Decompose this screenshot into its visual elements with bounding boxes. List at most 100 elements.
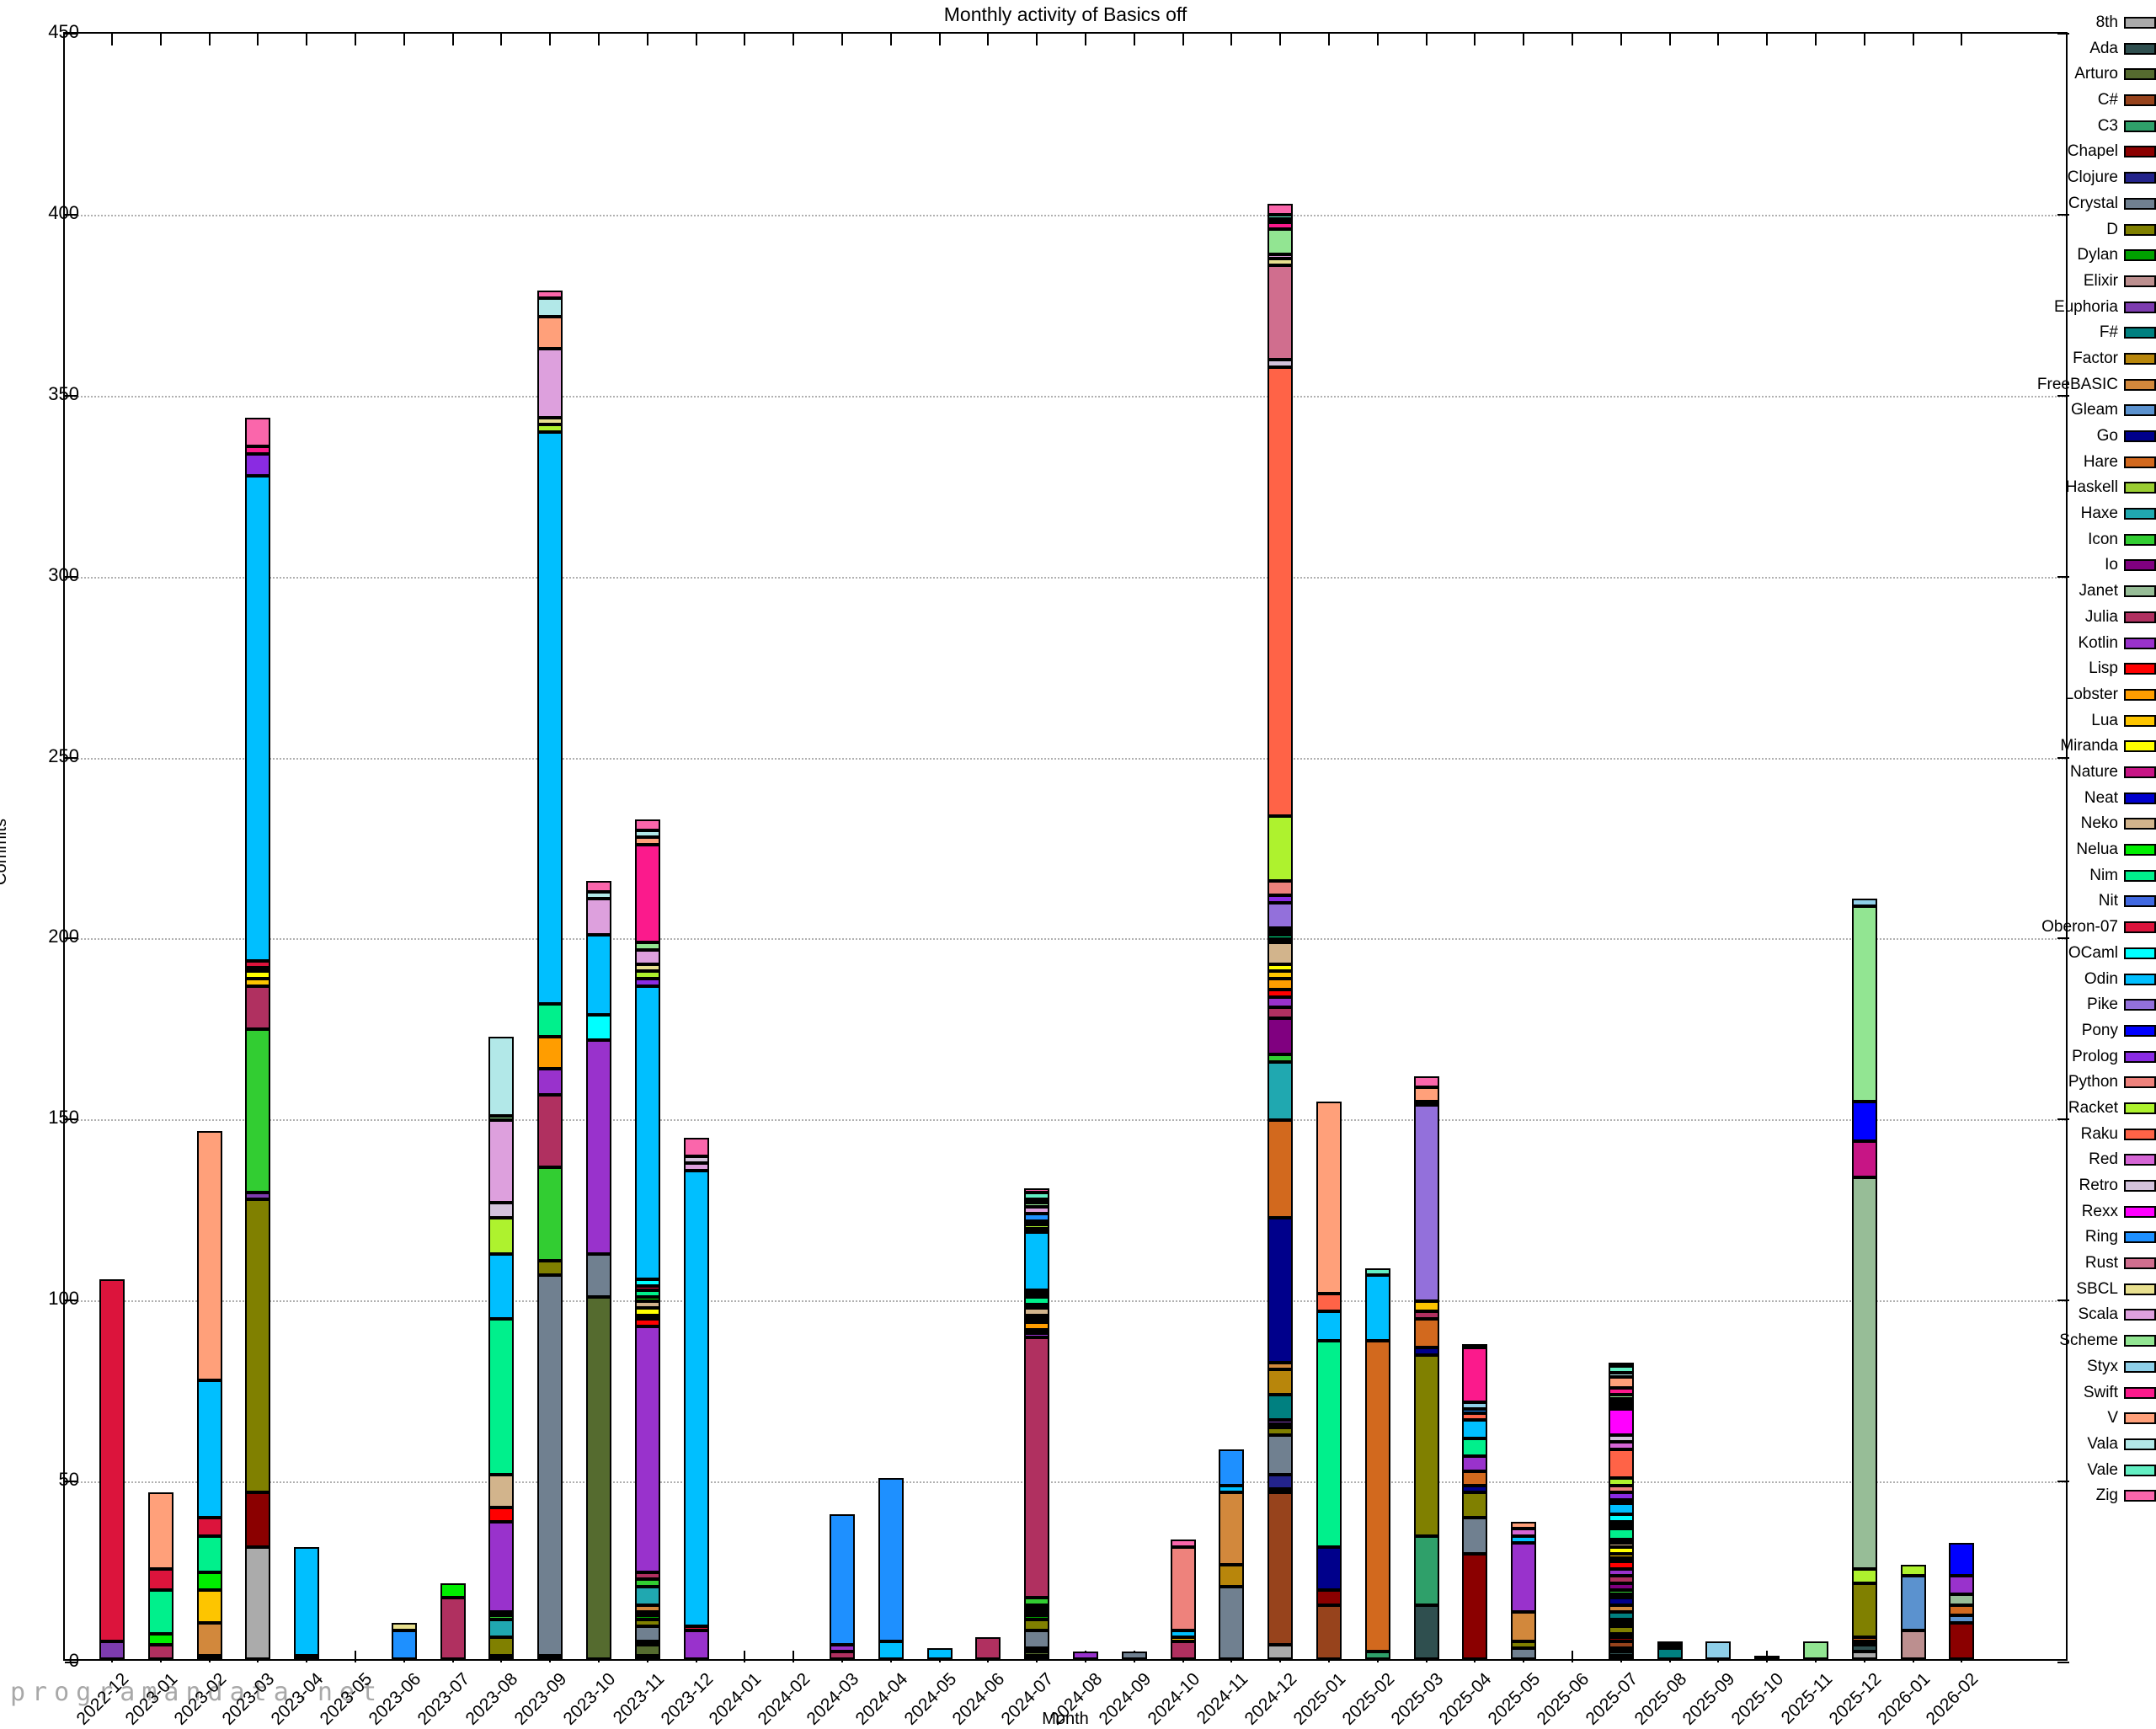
legend-label: Euphoria xyxy=(2053,297,2118,316)
bar-segment-2025-05-v xyxy=(1511,1521,1537,1529)
bar-segment-2023-08-racket xyxy=(488,1217,515,1254)
bar-segment-2023-08-icon xyxy=(488,1615,515,1620)
legend-swatch xyxy=(2124,818,2156,830)
bar-segment-2023-11-v xyxy=(634,837,660,845)
legend-item-racket: Racket xyxy=(2068,1097,2156,1119)
legend-label: Pike xyxy=(2087,995,2118,1014)
x-tick-mark xyxy=(1182,34,1184,45)
legend-swatch xyxy=(2124,94,2156,107)
bar-segment-2025-04-crystal xyxy=(1462,1518,1488,1555)
bar-segment-2025-07-zig xyxy=(1608,1362,1634,1366)
bar-segment-2024-07-racket xyxy=(1024,1225,1050,1229)
bar-segment-2024-07-julia xyxy=(1024,1337,1050,1598)
bar-segment-2025-04-chapel xyxy=(1462,1554,1488,1659)
y-tick-label: 400 xyxy=(48,201,79,223)
y-tick-label: 300 xyxy=(48,563,79,585)
x-tick-mark xyxy=(1912,34,1914,45)
bar-segment-2023-11-8th xyxy=(634,1655,660,1659)
x-tick-mark xyxy=(1620,34,1622,45)
bar-segment-2023-11-dylan xyxy=(634,1615,660,1620)
y-tick-label: 350 xyxy=(48,382,79,404)
bar-segment-2025-07-lobster xyxy=(1608,1557,1634,1561)
x-axis-title: Month xyxy=(1042,1710,1089,1728)
bar-segment-2024-12-f# xyxy=(1267,1395,1294,1421)
bar-segment-2023-12-kotlin xyxy=(683,1630,709,1659)
y-tick-mark xyxy=(2057,33,2069,35)
legend-swatch xyxy=(2124,1180,2156,1193)
bar-segment-2024-12-rust xyxy=(1267,265,1294,360)
bar-segment-2023-03-miranda xyxy=(245,971,271,979)
bar-segment-2023-03-icon xyxy=(245,1029,271,1193)
legend-label: Pony xyxy=(2081,1021,2118,1039)
legend-item-rexx: Rexx xyxy=(2082,1201,2156,1223)
bar-segment-2024-04-odin xyxy=(878,1641,904,1659)
bar-segment-2025-07-sbcl xyxy=(1608,1398,1634,1402)
bar-segment-2024-06-julia xyxy=(975,1637,1001,1659)
legend-item-zig: Zig xyxy=(2096,1485,2156,1507)
x-tick-mark xyxy=(744,1651,746,1662)
bar-segment-2023-11-swift xyxy=(634,845,660,943)
bar-segment-2024-05-odin xyxy=(926,1648,953,1659)
bar-segment-2026-02-janet xyxy=(1949,1593,1975,1605)
bar-segment-2023-11-neko xyxy=(634,1300,660,1309)
bar-segment-2025-12-pony xyxy=(1851,1102,1877,1142)
bar-segment-2023-08-scala xyxy=(488,1119,515,1203)
legend-item-c3: C3 xyxy=(2098,115,2156,137)
bar-segment-2025-03-go xyxy=(1413,1347,1439,1355)
legend-label: Prolog xyxy=(2072,1047,2118,1065)
bar-segment-2024-12-hare xyxy=(1267,1119,1294,1218)
bar-segment-2024-12-racket xyxy=(1267,815,1294,881)
bar-segment-2024-07-oberon-07 xyxy=(1024,1293,1050,1298)
legend-label: Vala xyxy=(2087,1434,2118,1453)
legend-item-hare: Hare xyxy=(2084,451,2156,473)
bar-segment-2023-06-sbcl xyxy=(391,1623,417,1630)
bar-segment-2023-08-c# xyxy=(488,1655,515,1659)
legend-item-odin: Odin xyxy=(2084,969,2156,990)
bar-segment-2025-01-raku xyxy=(1316,1293,1342,1312)
bar-segment-2024-12-v xyxy=(1267,218,1294,222)
bar-segment-2025-07-red xyxy=(1608,1442,1634,1449)
legend-swatch xyxy=(2124,740,2156,753)
bar-segment-2024-03-kotlin xyxy=(830,1644,855,1652)
y-tick-mark xyxy=(65,394,77,397)
bar-segment-2023-12-odin xyxy=(683,1170,709,1627)
bar-segment-2023-06-ring xyxy=(391,1630,417,1659)
bar-segment-2025-01-c# xyxy=(1316,1604,1342,1659)
bar-segment-2025-12-8th xyxy=(1851,1652,1877,1659)
bar-segment-2025-07-ada xyxy=(1608,1652,1634,1656)
legend-swatch xyxy=(2124,869,2156,882)
x-tick-mark xyxy=(111,34,113,45)
bar-segment-2024-12-julia xyxy=(1267,1007,1294,1019)
legend-swatch xyxy=(2124,663,2156,675)
legend-label: Vale xyxy=(2087,1460,2118,1479)
bar-segment-2023-08-haxe xyxy=(488,1619,515,1638)
y-tick-mark xyxy=(65,33,77,35)
x-tick-mark xyxy=(208,34,211,45)
bar-segment-2025-10-d xyxy=(1754,1655,1780,1659)
legend-label: Chapel xyxy=(2067,142,2118,161)
legend-label: Zig xyxy=(2095,1486,2118,1505)
bar-segment-2023-12-scala xyxy=(683,1163,709,1171)
legend-label: Dylan xyxy=(2077,246,2118,264)
bar-segment-2025-07-prolog xyxy=(1608,1492,1634,1500)
legend-label: Nature xyxy=(2069,763,2118,781)
legend-item-c#: C# xyxy=(2098,89,2156,111)
bar-segment-2025-07-c# xyxy=(1608,1641,1634,1649)
bar-segment-2026-01-racket xyxy=(1900,1565,1926,1577)
bar-segment-2024-12-euphoria xyxy=(1267,1420,1294,1424)
bar-segment-2024-07-chapel xyxy=(1024,1648,1050,1652)
legend-item-haskell: Haskell xyxy=(2066,477,2156,499)
y-tick-label: 250 xyxy=(48,744,79,766)
bar-segment-2023-10-kotlin xyxy=(586,1040,611,1254)
bar-segment-2023-03-8th xyxy=(245,1546,271,1659)
bar-segment-2025-08-ocaml xyxy=(1657,1641,1683,1645)
bar-segment-2023-11-arturo xyxy=(634,1644,660,1656)
bar-segment-2025-07-nim xyxy=(1608,1529,1634,1540)
bar-segment-2025-07-oberon-07 xyxy=(1608,1521,1634,1525)
legend-swatch xyxy=(2124,1076,2156,1089)
bar-segment-2024-03-ring xyxy=(830,1514,855,1645)
legend-item-d: D xyxy=(2106,219,2156,241)
x-tick-mark xyxy=(695,34,697,45)
bar-segment-2023-04-odin xyxy=(294,1546,320,1656)
bar-segment-2023-09-chapel xyxy=(537,1655,563,1659)
